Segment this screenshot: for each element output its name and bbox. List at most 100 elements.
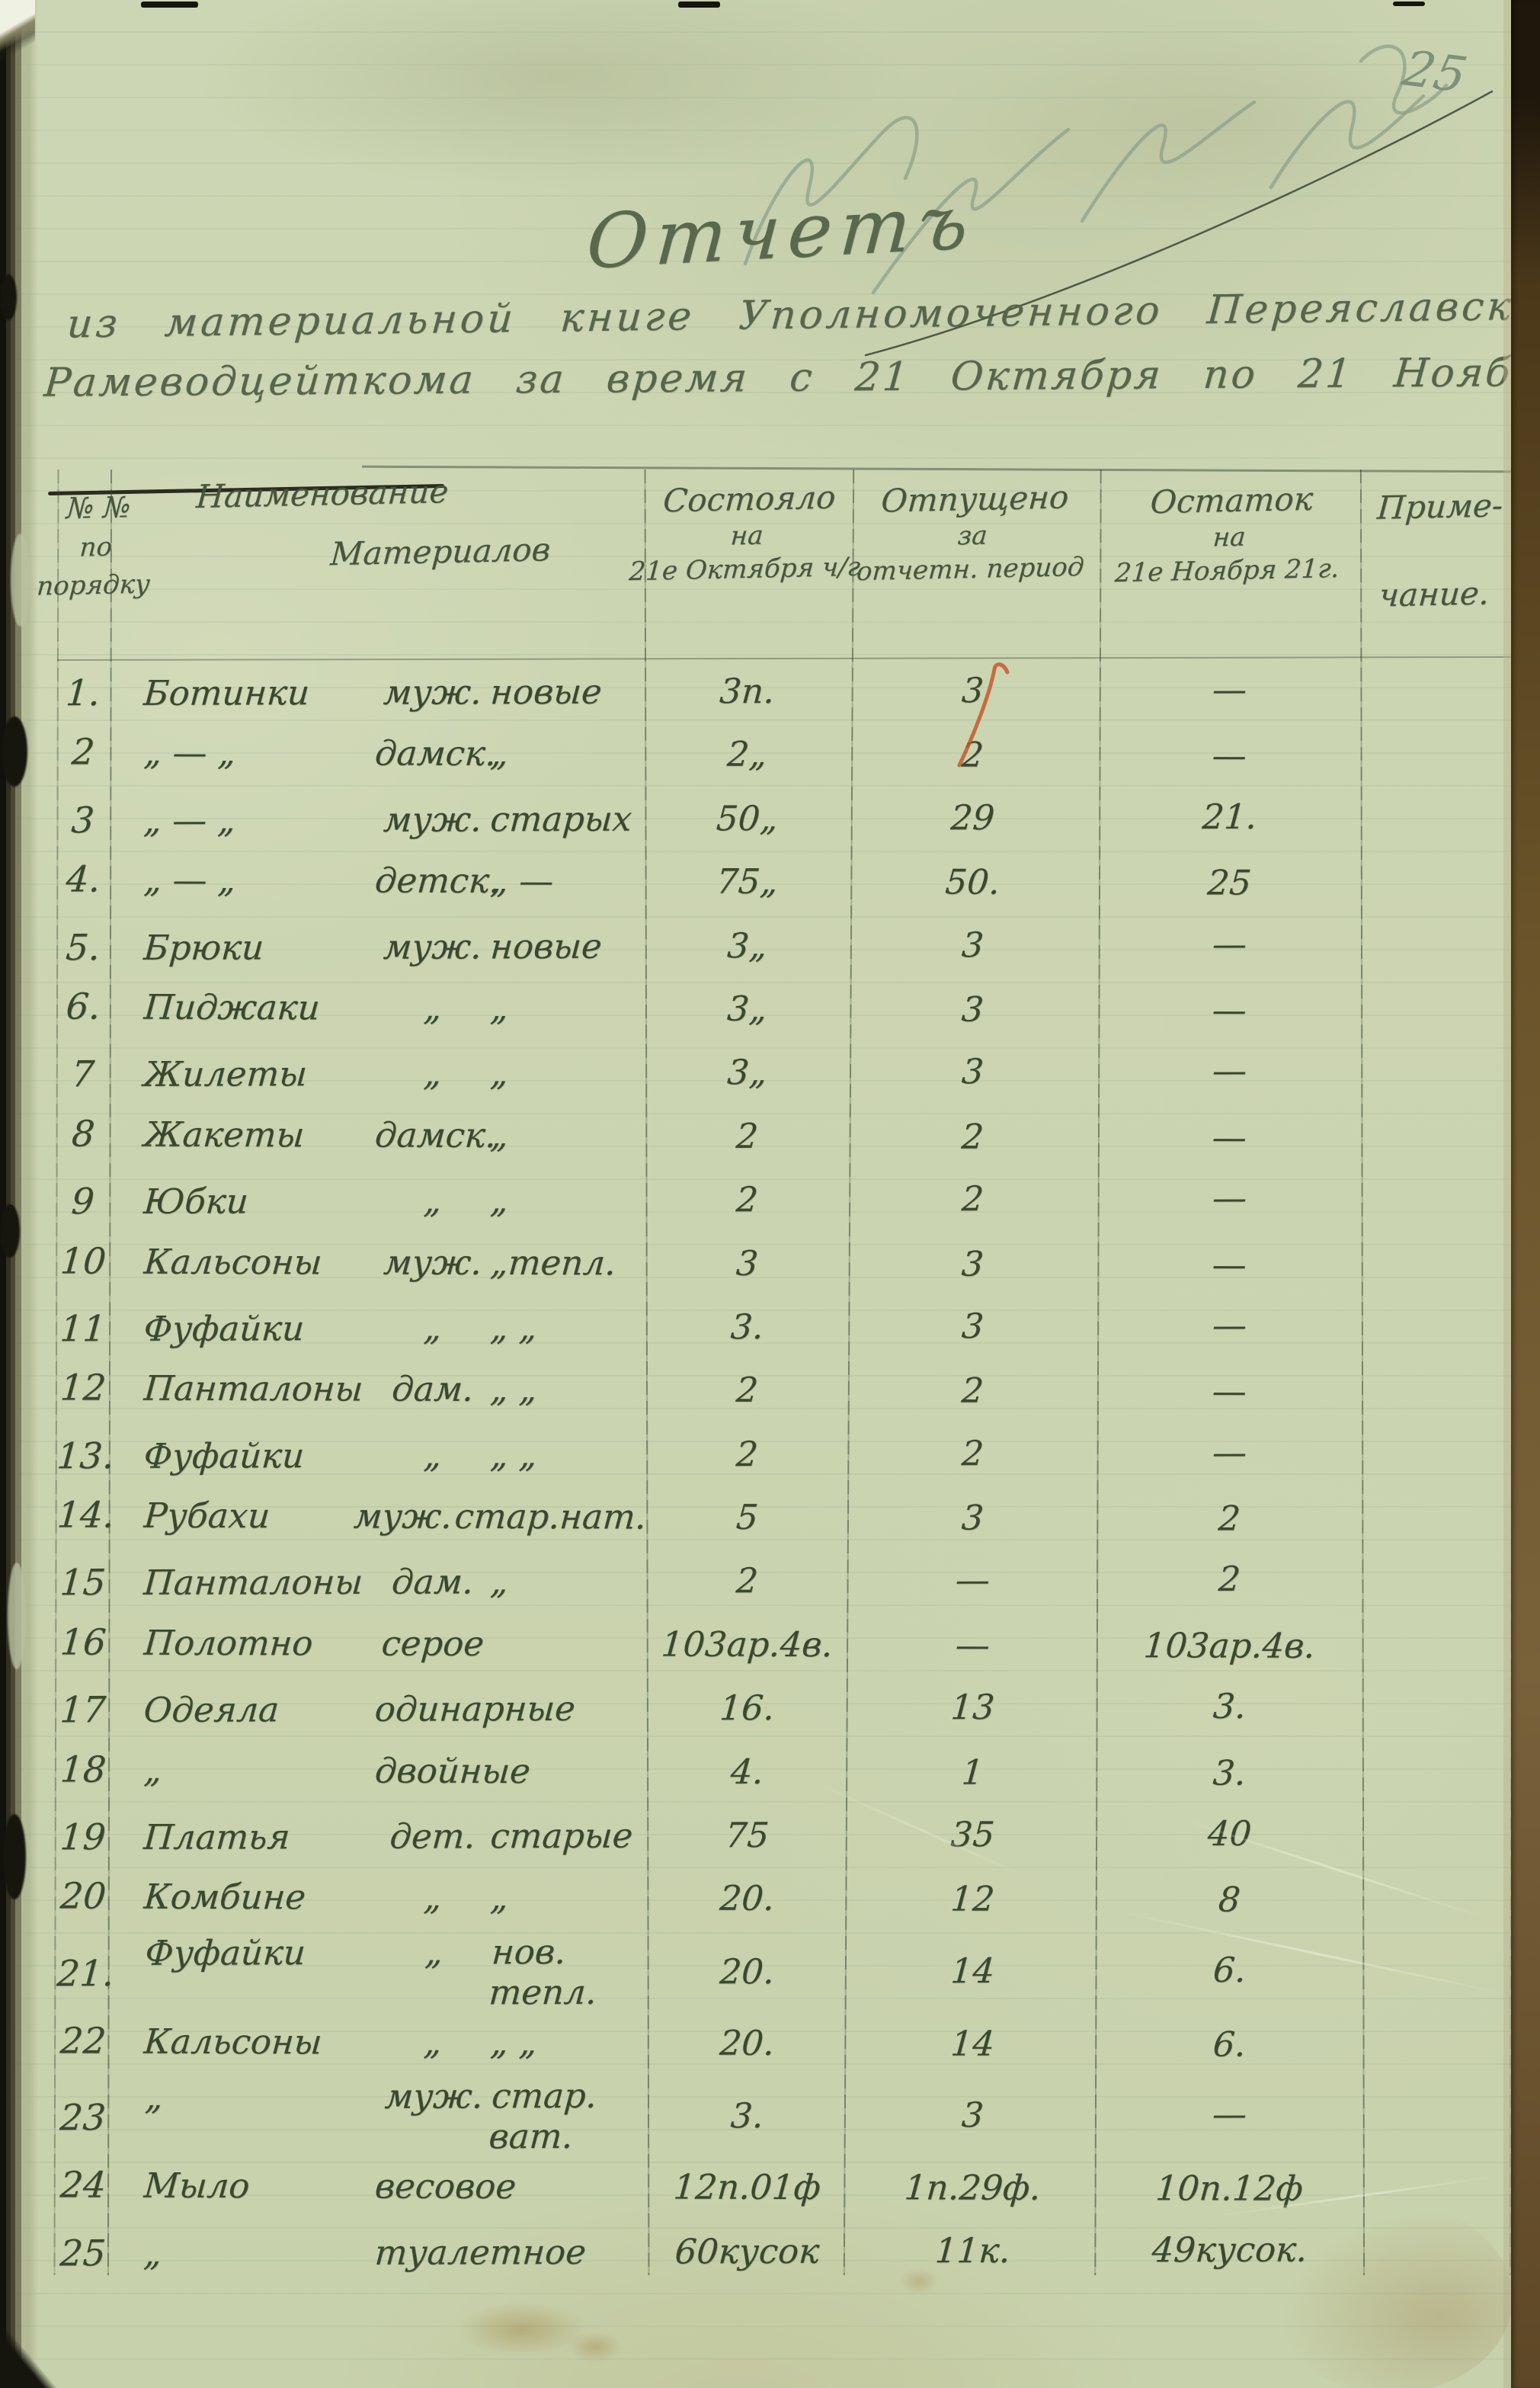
ledger-table: № № по порядку Наименование Материалов С…	[36, 457, 1520, 2285]
paper-tear	[0, 1204, 20, 1258]
row-number: 7	[69, 1053, 96, 1096]
item-name: „	[142, 2233, 163, 2274]
table-row: 25 „ туалетное 60кусок 11к. 49кусок.	[55, 2217, 1515, 2285]
table-row: 21. Фуфайки „ нов. тепл. 20. 14 6.	[54, 1928, 1515, 2014]
qty-issued: 12	[949, 1879, 996, 1920]
qty-opening: 60кусок	[674, 2230, 821, 2272]
row-number: 25	[59, 2232, 107, 2275]
row-number: 8	[70, 1113, 97, 1156]
row-number: 4.	[64, 858, 102, 902]
item-qualifier: дамск.	[373, 1114, 498, 1156]
note-cell	[1362, 1137, 1513, 1138]
item-qualifier: дам.	[390, 1369, 475, 1410]
item-name: Жилеты	[142, 1053, 309, 1095]
paper-tear-light	[8, 1563, 26, 1669]
qty-issued: 3	[960, 989, 985, 1030]
qty-remaining: —	[1210, 1370, 1248, 1412]
item-name: „ — „	[142, 732, 238, 774]
qty-issued: 1	[960, 1752, 985, 1793]
row-number: 16	[59, 1621, 108, 1664]
material-name-cell: Кальсоны муж. „тепл.	[107, 1241, 648, 1284]
qty-opening: 2	[735, 1560, 760, 1601]
item-name: Фуфайки	[142, 1308, 306, 1350]
qty-remaining: 40	[1206, 1813, 1253, 1854]
item-qualifier: туалетное	[373, 2231, 588, 2273]
table-row: 14. Рубахи муж. стар.нат. 5 3 2	[55, 1484, 1515, 1551]
item-qualifier: муж.	[382, 799, 484, 840]
qty-remaining: —	[1211, 923, 1248, 964]
qty-issued: 2	[960, 1116, 985, 1157]
item-name: Брюки	[142, 927, 265, 968]
table-row: 12 Панталоны дам. „ „ 2 2 —	[55, 1357, 1515, 1424]
note-cell	[1362, 1968, 1513, 1969]
qty-issued: 50.	[943, 861, 1002, 903]
item-qualifier: дам.	[390, 1562, 475, 1603]
qty-opening: 3.	[729, 1306, 765, 1348]
paper-tear	[3, 1814, 26, 1899]
note-cell	[1362, 1832, 1513, 1833]
qty-issued: 13	[949, 1687, 996, 1728]
qty-remaining: —	[1210, 736, 1248, 777]
material-name-cell: „ — „ детск. „ —	[107, 860, 648, 902]
material-name-cell: Полотно серое	[107, 1623, 648, 1665]
item-condition: старых	[488, 798, 633, 840]
table-row: 2 „ — „ дамск. „ 2„ 2 —	[55, 721, 1515, 788]
pencil-scribbles	[743, 44, 1494, 357]
material-name-cell: Комбине „ „	[107, 1877, 648, 1918]
material-name-cell: „ — „ дамск. „	[107, 732, 648, 774]
red-checkmark-stroke	[957, 662, 1010, 768]
top-left-corner-tear	[0, 0, 35, 67]
material-name-cell: „ туалетное	[107, 2231, 648, 2274]
qty-opening: 20.	[718, 2022, 776, 2063]
item-qualifier: муж.	[382, 672, 484, 713]
qty-remaining: 10п.12ф	[1154, 2168, 1305, 2210]
top-edge-mark	[678, 2, 720, 8]
material-name-cell: Панталоны дам. „	[107, 1561, 648, 1604]
note-cell	[1362, 688, 1513, 689]
qty-opening: 3„	[725, 988, 769, 1030]
item-qualifier: муж.	[383, 2075, 485, 2117]
qty-issued: 2	[960, 1370, 985, 1412]
qty-remaining: —	[1210, 1244, 1248, 1285]
material-name-cell: Платья дет. старые	[107, 1816, 648, 1858]
table-row: 5. Брюки муж. новые 3„ 3 —	[55, 911, 1515, 979]
top-edge-mark	[1393, 2, 1425, 6]
item-qualifier: „	[422, 2021, 443, 2063]
qty-issued: 3	[960, 1051, 985, 1092]
item-condition: новые	[488, 925, 604, 967]
qty-remaining: —	[1211, 1178, 1248, 1219]
item-name: Комбине	[142, 1877, 307, 1918]
qty-opening: 3	[735, 1242, 760, 1284]
qty-issued: 14	[949, 1950, 996, 1991]
qty-remaining: 2	[1217, 1559, 1242, 1600]
row-number: 24	[59, 2164, 108, 2207]
material-name-cell: „ двойные	[107, 1750, 648, 1792]
qty-remaining: 25	[1205, 862, 1253, 903]
header-line: на	[1212, 521, 1247, 553]
item-name: Фуфайки	[143, 1932, 307, 1973]
material-name-cell: Пиджаки „ „	[107, 987, 648, 1029]
row-number: 23	[59, 2096, 107, 2140]
item-name: Ботинки	[142, 672, 311, 714]
item-name: Мыло	[142, 2165, 251, 2207]
top-edge-mark	[141, 2, 198, 8]
item-condition: „	[488, 1561, 510, 1603]
header-line: чание.	[1378, 574, 1490, 614]
item-condition: „	[488, 1053, 510, 1094]
qty-opening: 16.	[718, 1688, 776, 1729]
qty-issued: 3	[960, 2094, 985, 2135]
material-name-cell: Одеяла одинарные	[107, 1688, 648, 1730]
pencil-line	[864, 90, 1494, 357]
qty-opening: 4.	[729, 1751, 765, 1792]
qty-opening: 3„	[725, 1052, 769, 1093]
table-rows: 1. Ботинки муж. новые 3п. 3 — 2 „ — „ да…	[54, 659, 1515, 2285]
qty-issued: —	[954, 1559, 991, 1601]
qty-remaining: 2	[1217, 1498, 1242, 1539]
material-name-cell: Мыло весовое	[107, 2165, 648, 2207]
item-name: Юбки	[142, 1181, 250, 1223]
note-cell	[1362, 2189, 1513, 2190]
note-cell	[1362, 756, 1513, 757]
pencil-stroke	[1359, 44, 1449, 115]
qty-issued: 3	[960, 1243, 985, 1284]
qty-opening: 50„	[715, 798, 780, 839]
